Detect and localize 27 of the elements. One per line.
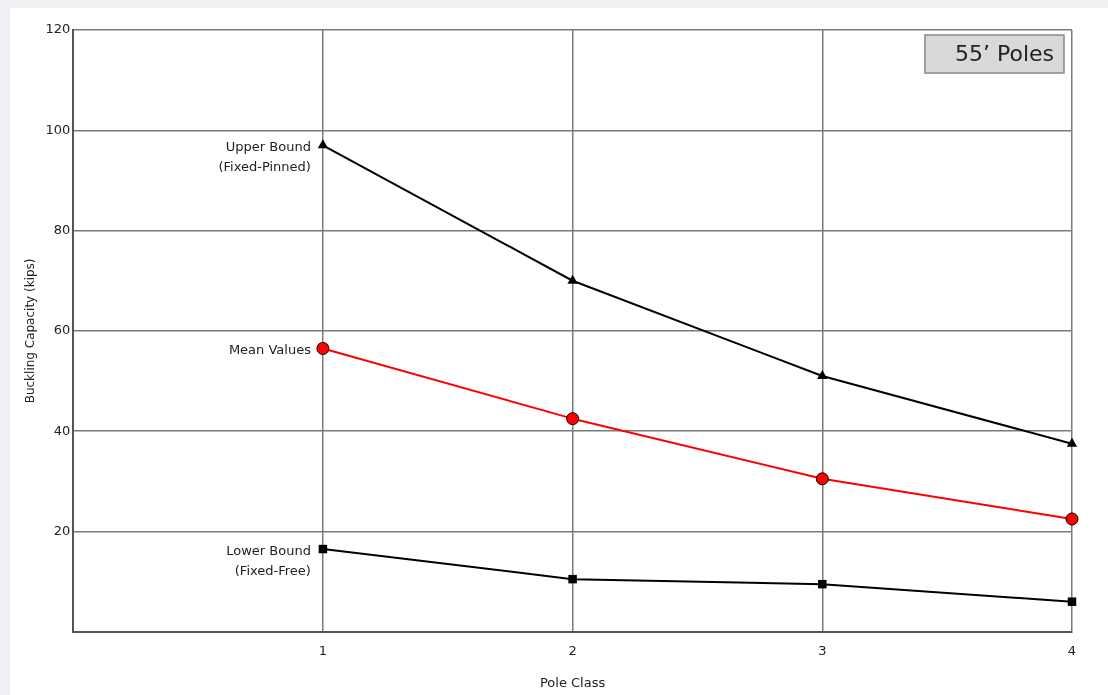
point <box>1065 512 1079 526</box>
point <box>566 412 580 426</box>
point <box>1066 437 1078 447</box>
point <box>567 274 578 284</box>
point <box>317 139 329 149</box>
x-tick-label: 1 <box>318 642 328 658</box>
y-tick-label: 60 <box>53 322 71 338</box>
series-label: Lower Bound (Fixed-Free) <box>226 542 311 578</box>
x-tick-label: 4 <box>1067 642 1077 658</box>
point <box>1067 597 1077 606</box>
y-tick-label: 20 <box>53 522 71 538</box>
y-tick-label: 80 <box>53 221 71 237</box>
point <box>568 574 577 584</box>
y-tick-label: 100 <box>45 121 71 137</box>
text: 55’ Poles <box>954 40 1054 66</box>
point <box>818 579 827 589</box>
x-axis-title: Pole Class <box>539 674 606 690</box>
x-tick-label: 3 <box>818 642 827 658</box>
y-tick-label: 40 <box>53 422 71 438</box>
y-axis-title: Buckling Capacity (kips) <box>23 258 38 404</box>
point <box>316 341 330 355</box>
point <box>817 370 828 380</box>
y-tick-label: 120 <box>45 21 71 37</box>
x-tick-label: 2 <box>568 642 577 658</box>
series-label: Mean Values <box>228 342 312 358</box>
series-label: Upper Bound (Fixed-Pinned) <box>218 139 311 175</box>
point <box>815 472 829 486</box>
